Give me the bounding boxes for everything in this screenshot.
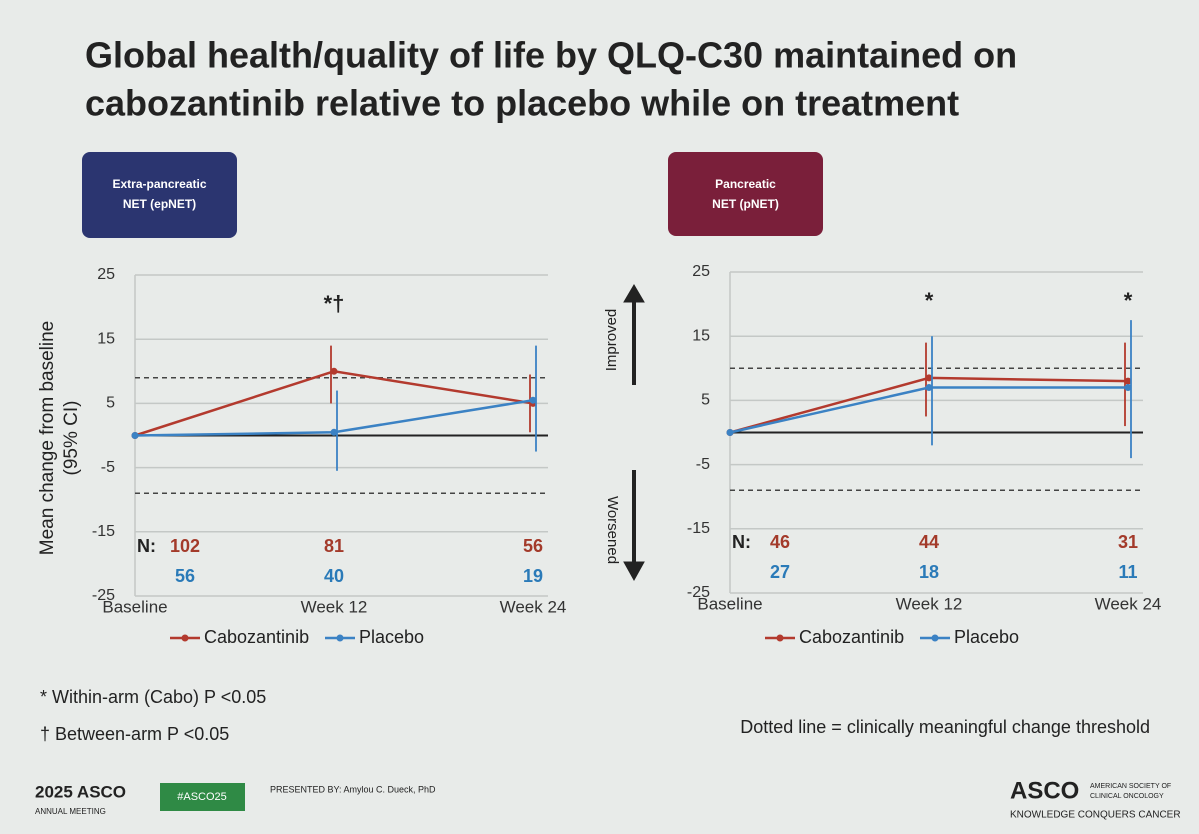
title-line: Global health/quality of life by QLQ-C30… (85, 35, 1017, 76)
n-value: 102 (170, 536, 200, 556)
y-tick-label: -5 (696, 456, 710, 473)
footnote: † Between-arm P <0.05 (40, 724, 229, 744)
y-tick-label: -15 (92, 523, 115, 540)
y-tick-label: 25 (97, 266, 115, 283)
annotation: * (925, 288, 934, 313)
n-value: 44 (919, 532, 939, 552)
n-value: 46 (770, 532, 790, 552)
y-tick-label: -25 (687, 584, 710, 601)
y-tick-label: 15 (692, 327, 710, 344)
y-tick-label: -25 (92, 587, 115, 604)
x-tick-label: Baseline (102, 597, 167, 616)
society: CLINICAL ONCOLOGY (1090, 793, 1164, 800)
improved-label: Improved (603, 309, 620, 372)
n-value: 81 (324, 536, 344, 556)
n-value: 40 (324, 566, 344, 586)
society: AMERICAN SOCIETY OF (1090, 783, 1171, 790)
legend-point (336, 634, 344, 642)
threshold-note: Dotted line = clinically meaningful chan… (740, 717, 1150, 737)
n-value: 18 (919, 562, 939, 582)
n-value: 56 (175, 566, 195, 586)
y-tick-label: 25 (692, 263, 710, 280)
n-value: 31 (1118, 532, 1138, 552)
point (330, 367, 338, 375)
point (925, 374, 933, 382)
y-tick-label: -5 (101, 459, 115, 476)
y-axis-label: (95% CI) (61, 401, 82, 476)
n-value: 27 (770, 562, 790, 582)
x-tick-label: Baseline (697, 594, 762, 613)
legend-label: Cabozantinib (204, 627, 309, 647)
point (1124, 377, 1132, 385)
y-tick-label: 5 (701, 392, 710, 409)
y-axis-label: Mean change from baseline (37, 321, 58, 555)
x-tick-label: Week 24 (500, 597, 567, 616)
annotation: * (1124, 288, 1133, 313)
badge (82, 152, 237, 238)
x-tick-label: Week 12 (896, 594, 963, 613)
point (131, 432, 139, 439)
n-value: 56 (523, 536, 543, 556)
point (726, 429, 734, 436)
point (1124, 384, 1132, 392)
arrow (623, 284, 645, 582)
annotation: *† (324, 291, 345, 316)
legend-label: Placebo (954, 627, 1019, 647)
badge-label: NET (pNET) (712, 197, 779, 211)
y-tick-label: 5 (106, 395, 115, 412)
logo: ASCO (1010, 777, 1079, 804)
legend-label: Cabozantinib (799, 627, 904, 647)
y-tick-label: -15 (687, 520, 710, 537)
meeting: 2025 ASCO (35, 782, 126, 801)
n-value: 19 (523, 566, 543, 586)
x-tick-label: Week 24 (1095, 594, 1162, 613)
hashtag-box (160, 783, 245, 811)
legend-point (776, 634, 784, 642)
badge (668, 152, 823, 236)
tagline: KNOWLEDGE CONQUERS CANCER (1010, 810, 1181, 821)
badge-label: Pancreatic (715, 177, 776, 191)
title-line: cabozantinib relative to placebo while o… (85, 83, 959, 124)
badge-label: Extra-pancreatic (112, 177, 206, 191)
n-label: N: (137, 536, 156, 556)
x-tick-label: Week 12 (301, 597, 368, 616)
n-label: N: (732, 532, 751, 552)
series-line (729, 386, 1128, 434)
legend-point (181, 634, 189, 642)
presenter: PRESENTED BY: Amylou C. Dueck, PhD (270, 784, 436, 794)
point (925, 384, 933, 392)
worsened-label: Worsened (604, 496, 621, 564)
badge-label: NET (epNET) (123, 197, 196, 211)
meeting-sub: ANNUAL MEETING (35, 807, 106, 816)
footnote: * Within-arm (Cabo) P <0.05 (40, 687, 266, 707)
y-tick-label: 15 (97, 330, 115, 347)
point (330, 428, 338, 436)
point (529, 396, 537, 404)
hashtag: #ASCO25 (177, 791, 227, 803)
legend-label: Placebo (359, 627, 424, 647)
n-value: 11 (1118, 562, 1137, 582)
legend-point (931, 634, 939, 642)
